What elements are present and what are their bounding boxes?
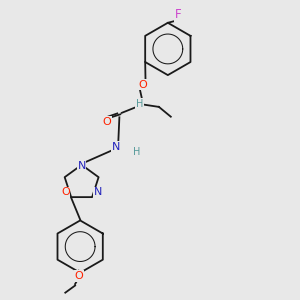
Text: O: O	[74, 271, 83, 281]
Text: H: H	[136, 99, 143, 109]
Text: H: H	[133, 147, 140, 158]
Text: N: N	[77, 161, 86, 171]
Text: N: N	[94, 187, 102, 197]
Text: F: F	[175, 8, 181, 21]
Text: O: O	[103, 117, 111, 127]
Text: O: O	[138, 80, 147, 90]
Text: O: O	[61, 187, 70, 197]
Text: N: N	[112, 142, 120, 152]
